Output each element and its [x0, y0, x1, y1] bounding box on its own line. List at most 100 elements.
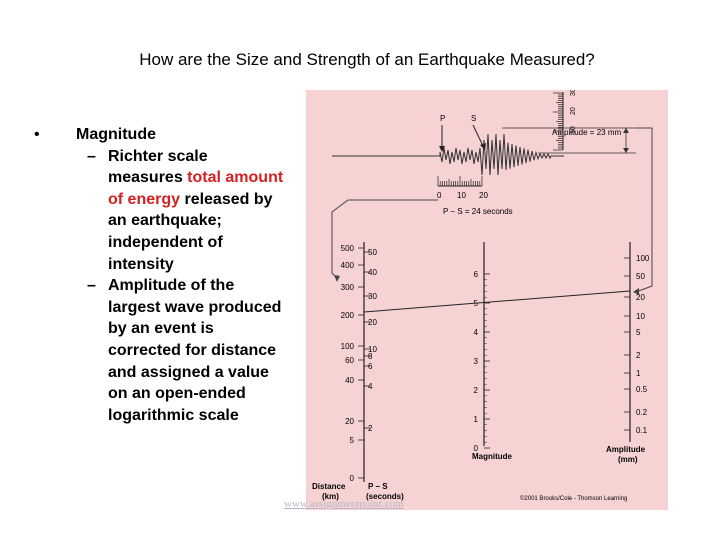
amplitude-label-value: 100	[636, 254, 650, 263]
ps-label: 30	[368, 292, 377, 301]
seismogram-wave	[439, 133, 564, 176]
magnitude-label: 0	[474, 444, 479, 453]
ps-connector-arrow	[334, 275, 340, 282]
sub-bullet-line: intensity	[108, 254, 283, 276]
amplitude-unit: (mm)	[618, 455, 638, 464]
sub-bullet-line: Richter scale	[108, 146, 283, 168]
bullet-magnitude: • Magnitude	[34, 124, 283, 146]
magnitude-label: 2	[474, 386, 479, 395]
vertical-ruler-labels: 10 20 30	[570, 88, 577, 134]
ps-label: 8	[368, 352, 373, 361]
amplitude-label-value: 1	[636, 369, 641, 378]
amplitude-label-value: 0.2	[636, 408, 648, 417]
p-arrowhead	[439, 146, 445, 152]
sub-bullet-line: on an open-ended	[108, 383, 283, 405]
body-text: corrected for distance	[108, 341, 277, 359]
bullet-marker: •	[34, 126, 40, 143]
amplitude-label-value: 0.5	[636, 385, 648, 394]
distance-label: 200	[341, 311, 355, 320]
ps-label: 6	[368, 362, 373, 371]
body-text: measures	[108, 169, 188, 187]
amplitude-label-value: 20	[636, 293, 645, 302]
vertical-ruler-label: 20	[570, 107, 577, 115]
s-arrowhead	[480, 143, 486, 150]
ps-label: 20	[368, 318, 377, 327]
distance-scale-labels: 500 400 300 200 100 60 40 20 5 0	[341, 244, 355, 483]
copyright-notice: ©2001 Brooks/Cole - Thomson Learning	[520, 495, 627, 502]
distance-label: 300	[341, 283, 355, 292]
sub-bullet-list: – Richter scale measures total amount of en…	[34, 146, 283, 427]
sub-bullet-dash: –	[87, 277, 96, 295]
amplitude-arrowhead-bottom	[623, 148, 629, 153]
time-ruler-label: 0	[437, 191, 442, 200]
amplitude-label-value: 0.1	[636, 426, 648, 435]
sub-bullet: – Amplitude of the largest wave produced by…	[34, 275, 283, 426]
body-text: and assigned a value	[108, 363, 269, 381]
sub-bullet: – Richter scale measures total amount of en…	[34, 146, 283, 276]
time-ruler-ticks	[437, 176, 483, 186]
body-text: an earthquake;	[108, 212, 222, 230]
ps-label: 40	[368, 268, 377, 277]
body-text: released by	[180, 190, 273, 208]
vertical-ruler-label: 30	[570, 90, 577, 96]
vertical-ruler-label: 10	[570, 126, 577, 134]
body-text: logarithmic scale	[108, 406, 239, 424]
distance-label: 5	[350, 436, 355, 445]
distance-label: 400	[341, 261, 355, 270]
sub-bullet-line: of energy released by	[108, 189, 283, 211]
body-text: intensity	[108, 255, 174, 273]
vertical-ruler-ticks	[553, 92, 563, 151]
sub-bullet-line: independent of	[108, 232, 283, 254]
s-arrow	[472, 124, 485, 149]
distance-label: 20	[345, 417, 354, 426]
distance-label: 100	[341, 342, 355, 351]
amplitude-connector-arrow	[633, 288, 639, 295]
time-ruler-label: 20	[479, 191, 488, 200]
magnitude-label: 6	[474, 270, 479, 279]
magnitude-label: 3	[474, 357, 479, 366]
magnitude-result-line	[363, 290, 631, 313]
amplitude-label-value: 5	[636, 328, 641, 337]
p-wave-label: P	[440, 114, 445, 123]
distance-title: Distance	[312, 482, 346, 491]
amplitude-label-value: 50	[636, 272, 645, 281]
bullet-label: Magnitude	[76, 126, 156, 143]
ps-label: 4	[368, 382, 373, 391]
ps-label: 50	[368, 248, 377, 257]
amplitude-label: Amplitude = 23 mm	[552, 128, 621, 137]
highlight-text: of energy	[108, 190, 181, 208]
distance-unit: (km)	[322, 492, 339, 501]
distance-label: 0	[350, 474, 355, 483]
distance-label: 40	[345, 376, 354, 385]
ps-label: 10	[368, 345, 377, 354]
slide-title: How are the Size and Strength of an Eart…	[139, 50, 595, 69]
distance-scale-ticks	[358, 247, 370, 479]
amplitude-arrowhead-top	[623, 128, 629, 133]
magnitude-title: Magnitude	[472, 452, 513, 461]
magnitude-label: 4	[474, 328, 479, 337]
body-text: largest wave produced	[108, 298, 282, 316]
time-ruler-labels: 0 10 20	[437, 191, 488, 200]
watermark-link[interactable]: www.assignmentpoint.com	[284, 498, 404, 510]
amplitude-scale-ticks	[624, 257, 630, 431]
sub-bullet-line: by an event is	[108, 318, 283, 340]
ps-label: 2	[368, 424, 373, 433]
sub-bullet-line: corrected for distance	[108, 340, 283, 362]
amplitude-scale-labels: 100 50 20 10 5 2 1 0.5 0.2 0.1	[636, 254, 650, 435]
body-text: Richter scale	[108, 147, 208, 165]
ps-title: P − S	[368, 482, 388, 491]
magnitude-label: 1	[474, 415, 479, 424]
sub-bullet-line: and assigned a value	[108, 362, 283, 384]
body-text: on an open-ended	[108, 385, 246, 403]
sub-bullet-line: largest wave produced	[108, 297, 283, 319]
body-text: Amplitude of the	[108, 277, 235, 295]
p-minus-s-label: P − S = 24 seconds	[443, 207, 513, 216]
distance-label: 60	[345, 356, 354, 365]
sub-bullet-line: logarithmic scale	[108, 405, 283, 427]
ps-unit: (seconds)	[366, 492, 404, 501]
distance-label: 500	[341, 244, 355, 253]
amplitude-label-value: 2	[636, 351, 641, 360]
sub-bullet-line: Amplitude of the	[108, 275, 283, 297]
